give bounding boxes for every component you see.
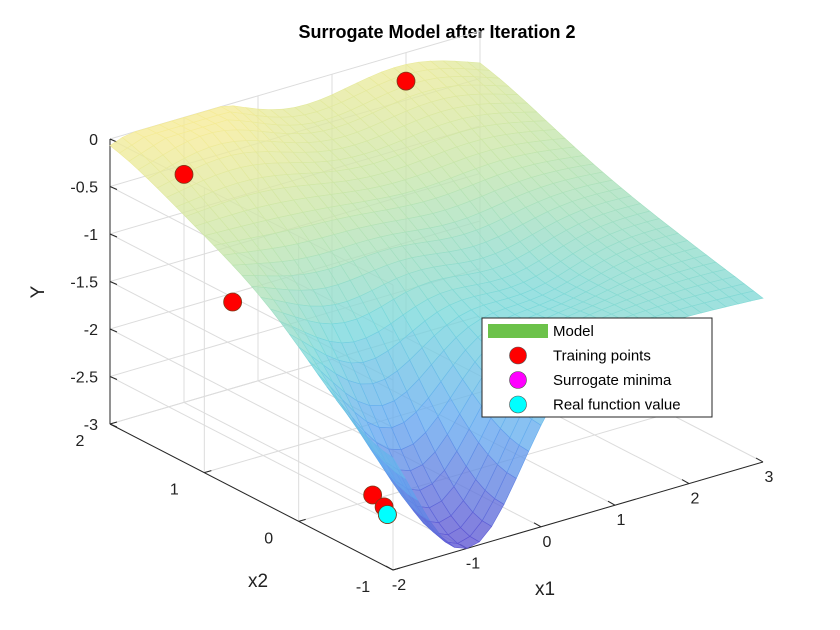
z-tick-label: -3 [84, 417, 98, 434]
x1-tick-label: -1 [466, 555, 480, 572]
legend-label: Training points [553, 348, 651, 365]
z-tick-mark [109, 328, 118, 333]
x2-tick-label: 0 [264, 530, 273, 547]
real-function-value-marker [377, 505, 397, 524]
legend-real-function-value-marker [509, 395, 527, 414]
z-axis-label: Y [28, 285, 49, 298]
chart-title: Surrogate Model after Iteration 2 [298, 22, 575, 42]
z-tick-label: -1 [84, 227, 98, 244]
legend-label: Surrogate minima [553, 372, 672, 389]
x1-axis-label: x1 [535, 579, 555, 600]
training-points-marker [174, 164, 194, 184]
x2-tick-mark [204, 470, 212, 474]
x2-tick-label: 2 [76, 433, 85, 450]
training-points-marker [396, 71, 416, 91]
z-tick-mark [109, 233, 118, 238]
z-tick-mark [109, 423, 118, 428]
x1-tick-mark [533, 522, 542, 528]
x1-tick-label: 1 [617, 512, 626, 529]
legend-label: Model [553, 323, 594, 340]
grid-line [109, 328, 394, 476]
x1-tick-mark [755, 457, 764, 463]
x2-tick-mark [392, 567, 401, 571]
z-tick-mark [109, 186, 118, 190]
x1-tick-label: 3 [765, 469, 774, 486]
x2-tick-mark [298, 518, 306, 522]
z-tick-label: -2 [84, 322, 98, 339]
x1-axis-line [392, 461, 764, 571]
grid-line [183, 401, 468, 549]
x1-tick-mark [607, 500, 616, 506]
x1-tick-mark [681, 479, 690, 485]
surface-patch [383, 451, 406, 479]
x2-axis-line [109, 423, 394, 571]
legend-training-points-marker [509, 346, 527, 365]
x2-tick-label: -1 [356, 579, 370, 596]
legend: Model Training points Surrogate minima Real… [481, 317, 713, 418]
training-points-marker [223, 292, 243, 312]
z-tick-mark [109, 281, 118, 285]
z-tick-label: -0.5 [70, 180, 98, 197]
x1-tick-label: 2 [691, 491, 700, 508]
x1-tick-label: -2 [392, 577, 406, 594]
model-surface [109, 60, 764, 549]
axes [109, 138, 764, 571]
x1-tick-label: 0 [543, 534, 552, 551]
x1-tick-mark [385, 565, 394, 571]
x2-tick-mark [109, 421, 118, 425]
z-tick-label: 0 [89, 132, 98, 149]
x2-axis-label: x2 [248, 571, 268, 592]
legend-model-swatch [488, 324, 548, 338]
legend-surrogate-minima-marker [509, 371, 527, 389]
z-tick-mark [109, 376, 118, 380]
training-points-marker [363, 485, 383, 505]
x2-tick-label: 1 [170, 482, 179, 499]
z-tick-label: -1.5 [70, 275, 98, 292]
legend-label: Real function value [553, 397, 681, 414]
grid-line [109, 376, 394, 523]
z-tick-label: -2.5 [70, 370, 98, 387]
